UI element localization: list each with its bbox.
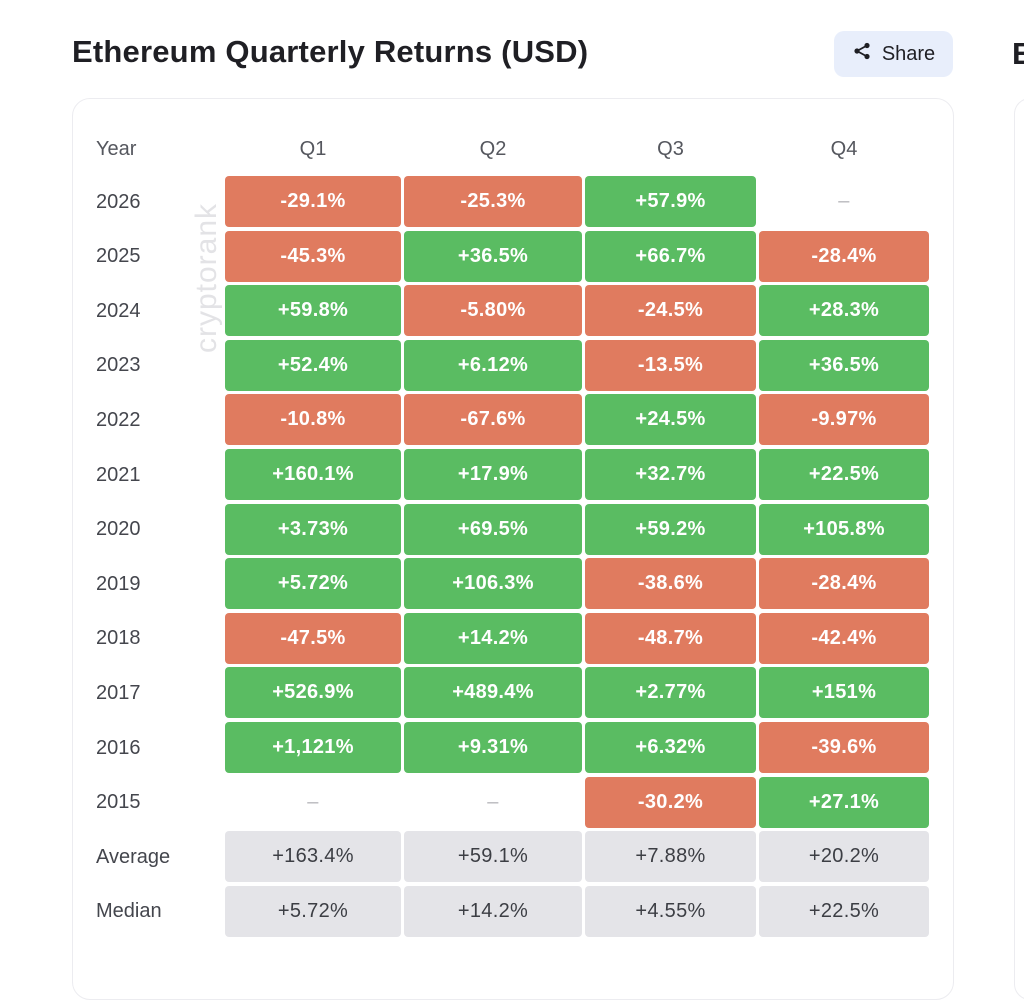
- return-cell: -29.1%: [225, 176, 401, 227]
- return-cell: -39.6%: [759, 722, 929, 773]
- stat-cell: +5.72%: [225, 885, 401, 937]
- return-cell: +36.5%: [404, 230, 582, 282]
- return-cell: +57.9%: [585, 176, 756, 227]
- return-cell: –: [487, 790, 499, 813]
- return-cell: +6.32%: [585, 722, 756, 773]
- return-cell: -38.6%: [585, 558, 756, 610]
- return-cell: +489.4%: [404, 667, 582, 719]
- return-cell: +160.1%: [225, 449, 401, 500]
- return-cell: +106.3%: [404, 558, 582, 610]
- next-card: [1014, 98, 1024, 1000]
- next-card-title: E: [1012, 36, 1024, 71]
- return-cell: -30.2%: [585, 776, 756, 828]
- return-cell: -13.5%: [585, 339, 756, 391]
- row-label: 2023: [96, 354, 141, 377]
- return-cell: +24.5%: [585, 394, 756, 446]
- return-cell: +5.72%: [225, 558, 401, 610]
- return-cell: +59.8%: [225, 285, 401, 337]
- return-cell: +69.5%: [404, 503, 582, 555]
- share-icon: [852, 41, 872, 67]
- column-header-year: Year: [96, 137, 137, 160]
- return-cell: -48.7%: [585, 612, 756, 664]
- return-cell: -28.4%: [759, 558, 929, 610]
- row-label: 2016: [96, 736, 141, 759]
- page-title: Ethereum Quarterly Returns (USD): [72, 34, 589, 69]
- return-cell: +1,121%: [225, 722, 401, 773]
- return-cell: –: [838, 190, 850, 212]
- return-cell: +28.3%: [759, 285, 929, 337]
- return-cell: +17.9%: [404, 449, 582, 500]
- row-label: 2019: [96, 572, 141, 595]
- return-cell: +59.2%: [585, 503, 756, 555]
- row-label: 2021: [96, 463, 141, 486]
- stat-cell: +59.1%: [404, 831, 582, 883]
- row-label: 2024: [96, 299, 141, 322]
- return-cell: +66.7%: [585, 230, 756, 282]
- column-header-q2: Q2: [479, 137, 507, 160]
- return-cell: -45.3%: [225, 230, 401, 282]
- return-cell: +105.8%: [759, 503, 929, 555]
- return-cell: +6.12%: [404, 339, 582, 391]
- column-header-q4: Q4: [830, 137, 858, 160]
- return-cell: -24.5%: [585, 285, 756, 337]
- return-cell: +22.5%: [759, 449, 929, 500]
- return-cell: -42.4%: [759, 612, 929, 664]
- row-label: 2025: [96, 245, 141, 268]
- row-label: 2022: [96, 408, 141, 431]
- return-cell: -5.80%: [404, 285, 582, 337]
- stat-cell: +22.5%: [759, 885, 929, 937]
- row-label: 2020: [96, 518, 141, 541]
- return-cell: -67.6%: [404, 394, 582, 446]
- return-cell: +32.7%: [585, 449, 756, 500]
- row-label: Average: [96, 845, 171, 868]
- stat-cell: +14.2%: [404, 885, 582, 937]
- return-cell: +526.9%: [225, 667, 401, 719]
- stat-cell: +4.55%: [585, 885, 756, 937]
- return-cell: +52.4%: [225, 339, 401, 391]
- return-cell: -10.8%: [225, 394, 401, 446]
- return-cell: +9.31%: [404, 722, 582, 773]
- return-cell: -9.97%: [759, 394, 929, 446]
- share-button[interactable]: Share: [834, 31, 953, 77]
- row-label: 2015: [96, 791, 141, 814]
- return-cell: +2.77%: [585, 667, 756, 719]
- return-cell: +151%: [759, 667, 929, 719]
- stat-cell: +163.4%: [225, 831, 401, 883]
- share-label: Share: [881, 42, 936, 65]
- stat-cell: +7.88%: [585, 831, 756, 883]
- row-label: 2026: [96, 190, 141, 213]
- row-label: 2018: [96, 627, 141, 650]
- return-cell: +3.73%: [225, 503, 401, 555]
- row-label: Median: [96, 900, 162, 923]
- row-label: 2017: [96, 681, 141, 704]
- return-cell: -25.3%: [404, 176, 582, 227]
- column-header-q1: Q1: [299, 137, 327, 160]
- return-cell: -47.5%: [225, 612, 401, 664]
- return-cell: +36.5%: [759, 339, 929, 391]
- return-cell: +14.2%: [404, 612, 582, 664]
- return-cell: +27.1%: [759, 776, 929, 828]
- column-header-q3: Q3: [657, 137, 684, 160]
- stat-cell: +20.2%: [759, 831, 929, 883]
- return-cell: -28.4%: [759, 230, 929, 282]
- return-cell: –: [307, 790, 319, 813]
